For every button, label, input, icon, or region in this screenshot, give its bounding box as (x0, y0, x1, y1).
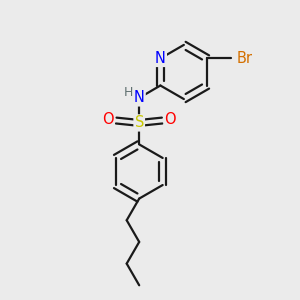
Text: O: O (165, 112, 176, 127)
Text: Br: Br (237, 51, 253, 66)
Text: N: N (134, 90, 145, 105)
Text: O: O (102, 112, 114, 127)
Text: S: S (134, 116, 144, 130)
Text: N: N (155, 51, 166, 66)
Text: H: H (123, 86, 133, 99)
